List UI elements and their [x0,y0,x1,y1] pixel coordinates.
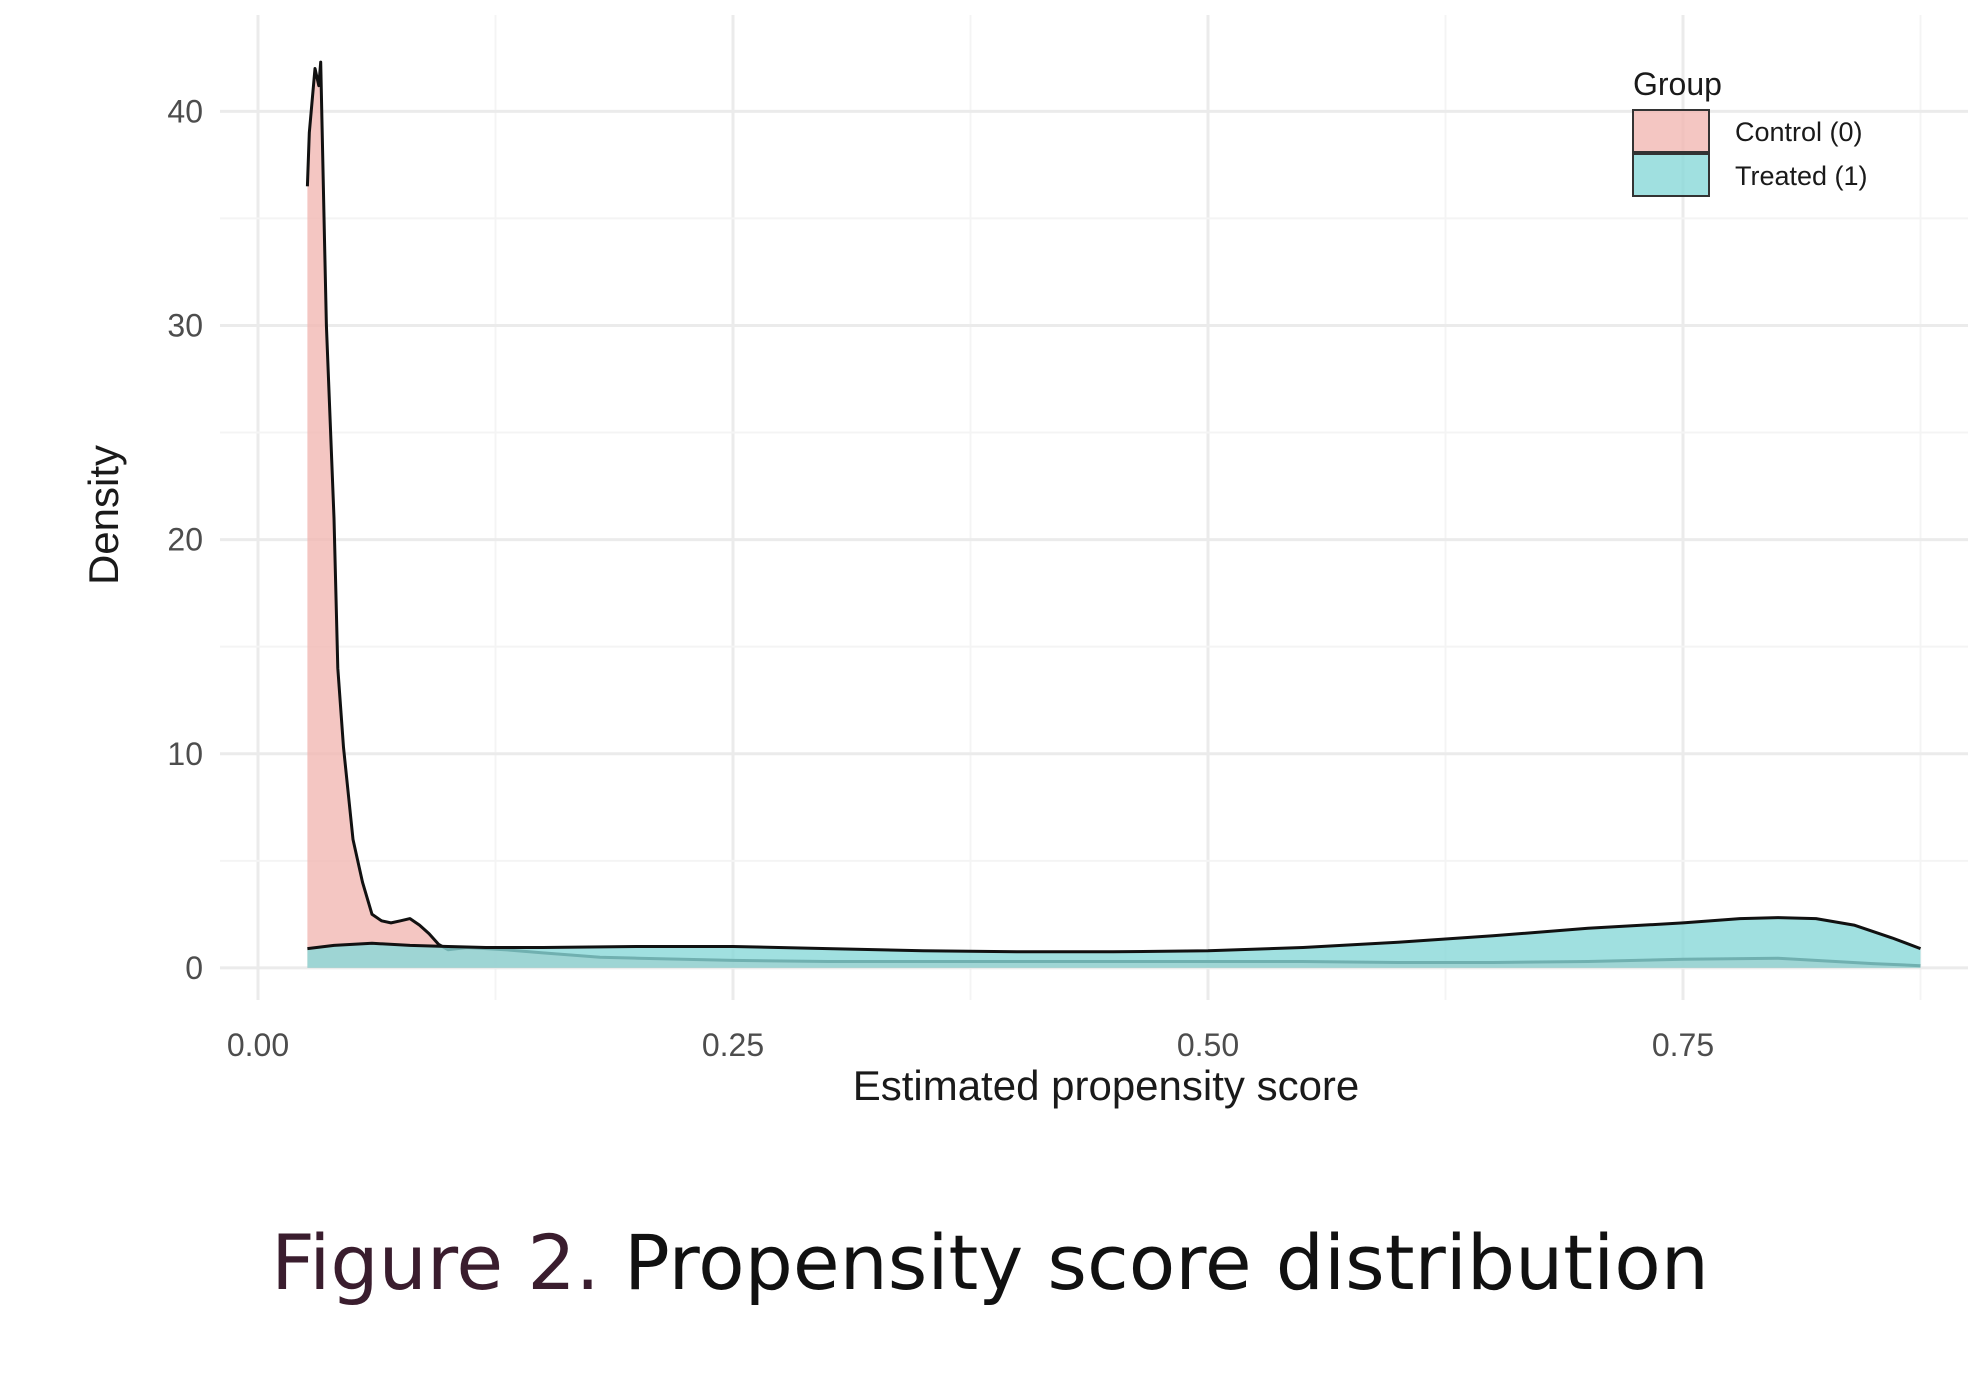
legend-items: Control (0) Treated (1) [1632,109,1868,197]
density-chart: 0.00 0.25 0.50 0.75 0 10 20 30 40 Estimated prop… [80,15,1968,1109]
caption-label: Figure 2. [271,1218,600,1307]
legend-label: Treated (1) [1735,161,1868,191]
axis-ticks: 0.00 0.25 0.50 0.75 0 10 20 30 40 [167,93,1714,1063]
y-tick-label: 20 [167,522,203,558]
y-tick-label: 40 [167,93,203,129]
legend-title: Group [1633,66,1722,102]
x-tick-label: 0.75 [1652,1027,1714,1063]
y-tick-label: 0 [185,950,203,986]
caption-text: Propensity score distribution [624,1218,1709,1307]
control-0-density-area [307,62,1921,968]
density-series [305,60,1922,968]
grid [220,15,1968,1000]
legend-key [1632,109,1710,153]
control-0-density-line [305,60,1921,968]
legend-key [1632,153,1710,197]
legend: Group Control (0) Treated (1) [1632,66,1868,197]
x-tick-label: 0.25 [702,1027,764,1063]
treated-1-density-area [307,917,1921,968]
x-tick-label: 0.00 [227,1027,289,1063]
y-axis-title: Density [80,445,127,585]
x-tick-label: 0.50 [1177,1027,1239,1063]
treated-1-density-line [307,916,1922,954]
legend-label: Control (0) [1735,117,1863,147]
y-tick-label: 30 [167,307,203,343]
x-axis-title: Estimated propensity score [853,1062,1360,1109]
figure-caption: Figure 2. Propensity score distribution [0,1225,1980,1301]
y-tick-label: 10 [167,736,203,772]
